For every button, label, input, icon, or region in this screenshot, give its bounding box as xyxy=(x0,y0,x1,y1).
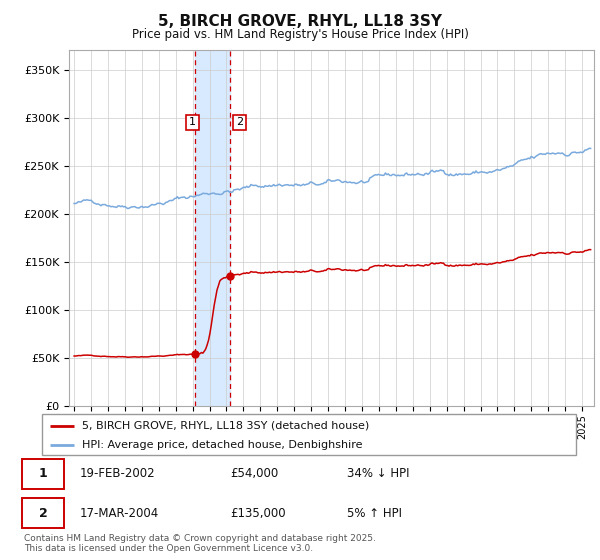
Text: HPI: Average price, detached house, Denbighshire: HPI: Average price, detached house, Denb… xyxy=(82,440,362,450)
Bar xyxy=(195,50,230,406)
Text: 19-FEB-2002: 19-FEB-2002 xyxy=(79,468,155,480)
Text: 5% ↑ HPI: 5% ↑ HPI xyxy=(347,507,402,520)
Text: 1: 1 xyxy=(189,118,196,128)
FancyBboxPatch shape xyxy=(22,498,64,528)
FancyBboxPatch shape xyxy=(22,459,64,488)
Text: 2: 2 xyxy=(39,507,47,520)
Text: £135,000: £135,000 xyxy=(230,507,286,520)
Text: 5, BIRCH GROVE, RHYL, LL18 3SY (detached house): 5, BIRCH GROVE, RHYL, LL18 3SY (detached… xyxy=(82,421,370,431)
Text: 5, BIRCH GROVE, RHYL, LL18 3SY: 5, BIRCH GROVE, RHYL, LL18 3SY xyxy=(158,14,442,29)
Text: £54,000: £54,000 xyxy=(230,468,278,480)
Text: 1: 1 xyxy=(39,468,47,480)
Text: 34% ↓ HPI: 34% ↓ HPI xyxy=(347,468,410,480)
Text: 17-MAR-2004: 17-MAR-2004 xyxy=(79,507,158,520)
Text: Contains HM Land Registry data © Crown copyright and database right 2025.
This d: Contains HM Land Registry data © Crown c… xyxy=(24,534,376,553)
Text: 2: 2 xyxy=(236,118,243,128)
Text: Price paid vs. HM Land Registry's House Price Index (HPI): Price paid vs. HM Land Registry's House … xyxy=(131,28,469,41)
FancyBboxPatch shape xyxy=(42,414,576,455)
